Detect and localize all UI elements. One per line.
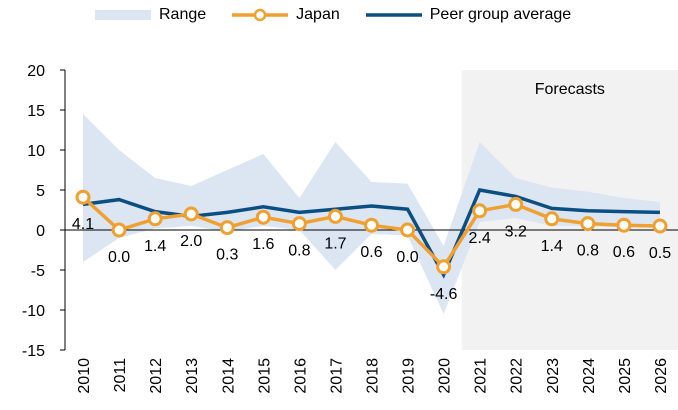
y-tick-label: 0 [36,223,45,240]
marker [327,208,343,224]
data-label: 0.5 [649,245,671,262]
forecast-label: Forecasts [535,81,605,98]
x-tick-label: 2023 [545,358,562,394]
y-tick-label: -5 [31,263,45,280]
marker [400,222,416,238]
data-label: 1.6 [252,236,274,253]
marker [652,218,668,234]
y-tick-label: 10 [27,143,45,160]
data-label: 0.0 [396,249,418,266]
marker [436,259,452,275]
marker [219,220,235,236]
data-label: 0.8 [288,243,310,260]
marker [255,209,271,225]
data-label: 0.6 [360,244,382,261]
x-tick-label: 2012 [148,358,165,394]
marker [580,216,596,232]
data-label: 0.6 [613,244,635,261]
y-tick-label: 15 [27,103,45,120]
marker [544,211,560,227]
x-tick-label: 2013 [184,358,201,394]
marker [183,206,199,222]
data-label: 1.7 [324,235,346,252]
data-label: -4.6 [430,286,458,303]
data-label: 0.8 [577,243,599,260]
x-tick-label: 2016 [292,358,309,394]
data-label: 0.3 [216,247,238,264]
marker [291,216,307,232]
swatch [253,8,267,22]
legend-label: Range [159,6,207,23]
legend-item: Peer group average [365,6,572,24]
x-tick-label: 2022 [509,358,526,394]
data-label: 2.0 [180,233,202,250]
legend-item: Range [95,6,206,24]
marker [472,203,488,219]
x-tick-label: 2021 [473,358,490,394]
data-label: 1.4 [541,238,563,255]
x-tick-label: 2024 [581,358,598,394]
data-label: 1.4 [144,238,166,255]
marker [616,217,632,233]
legend-item: Japan [232,6,340,24]
marker [147,211,163,227]
x-tick-label: 2015 [256,358,273,394]
x-tick-label: 2017 [328,358,345,394]
x-tick-label: 2011 [112,358,129,393]
data-label: 2.4 [469,230,491,247]
y-tick-label: 5 [36,183,45,200]
marker [364,217,379,233]
marker [75,189,91,205]
marker [508,196,524,212]
legend-swatch [232,8,289,22]
x-tick-label: 2014 [220,358,237,394]
range-area [83,114,660,314]
x-tick-label: 2018 [365,358,382,394]
x-tick-label: 2026 [653,358,670,394]
y-tick-label: -15 [22,343,45,360]
x-tick-label: 2010 [76,358,93,394]
legend-swatch [365,13,422,17]
y-tick-label: -10 [22,303,45,320]
data-label: 0.0 [108,249,130,266]
marker [111,222,127,238]
x-tick-label: 2019 [401,358,418,394]
y-tick-label: 20 [27,63,45,80]
legend: Range Japan Peer group average [95,6,571,24]
x-tick-label: 2020 [437,358,454,394]
x-tick-label: 2025 [617,358,634,394]
legend-swatch [95,10,151,20]
data-label: 3.2 [505,223,527,240]
data-label: 4.1 [72,216,94,233]
legend-label: Peer group average [429,6,572,23]
swatch [95,10,151,20]
legend-label: Japan [296,6,340,23]
